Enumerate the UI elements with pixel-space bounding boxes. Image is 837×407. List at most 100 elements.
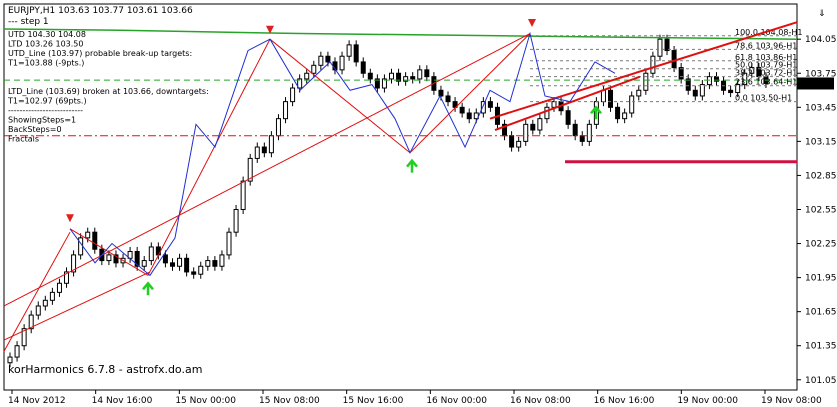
candle-body: [346, 44, 352, 57]
candle-body: [290, 87, 296, 103]
candle-body: [141, 260, 147, 267]
candle-body: [367, 72, 373, 80]
y-tick-label: 101.65: [805, 308, 837, 318]
candle-body: [353, 44, 359, 63]
candle-body: [268, 135, 274, 154]
candle-body: [643, 72, 649, 91]
candle-body: [480, 101, 486, 114]
candle-body: [113, 254, 119, 264]
zigzag-line: [69, 31, 616, 277]
candle-body: [629, 95, 635, 114]
candle-body: [71, 254, 77, 273]
candle-body: [219, 254, 225, 267]
candle-body: [56, 282, 62, 293]
candle-body: [586, 123, 592, 142]
x-tick-label: 14 Nov 2012: [8, 396, 66, 406]
candle-body: [254, 146, 260, 159]
candle-body: [509, 135, 515, 148]
up-arrow-icon: [406, 158, 418, 173]
candle-body: [706, 76, 712, 86]
info-line: ShowingSteps=1: [8, 116, 76, 125]
candle-body: [49, 291, 55, 301]
candle-body: [261, 146, 267, 154]
candle-body: [184, 257, 190, 273]
candle-body: [7, 356, 13, 364]
candle-body: [579, 135, 585, 142]
candle-body: [403, 76, 409, 82]
x-tick-label: 15 Nov 00:00: [175, 396, 236, 406]
x-tick-label: 19 Nov 08:00: [761, 396, 822, 406]
candle-body: [78, 237, 84, 256]
candle-body: [678, 67, 684, 80]
candle-body: [283, 101, 289, 120]
candle-body: [530, 123, 536, 131]
candle-body: [664, 38, 670, 52]
candle-body: [35, 305, 41, 316]
fib-level-label: 38.2 103.72-H1: [735, 69, 797, 78]
candle-body: [459, 106, 465, 114]
candle-body: [92, 231, 98, 250]
candle-body: [297, 78, 303, 89]
info-line: UTD 104.30 104.08: [8, 30, 86, 39]
info-line: T1=102.97 (69pts.): [7, 97, 87, 106]
x-tick-label: 14 Nov 16:00: [92, 396, 153, 406]
candle-body: [155, 246, 161, 256]
current-price-label: 103.66: [801, 79, 833, 89]
x-tick-label: 16 Nov 00:00: [426, 396, 487, 406]
down-arrow-icon: [66, 214, 74, 223]
candle-body: [742, 72, 748, 86]
candle-body: [162, 254, 168, 264]
candle-body: [275, 118, 281, 137]
y-tick-label: 104.05: [805, 35, 837, 45]
candle-body: [516, 140, 522, 148]
candle-body: [600, 89, 606, 103]
info-line: LTD_Line (103.69) broken at 103.66, down…: [8, 87, 209, 96]
fib-level-label: 78.6 103.96-H1: [735, 41, 797, 50]
candle-body: [636, 89, 642, 97]
candle-body: [671, 50, 677, 69]
candle-body: [728, 89, 734, 94]
candle-body: [615, 106, 621, 120]
y-tick-label: 103.45: [805, 103, 837, 113]
candle-body: [360, 61, 366, 74]
down-arrow-icon: [266, 25, 274, 34]
candle-body: [134, 250, 140, 267]
utd-line: [489, 21, 798, 120]
trend-line: [3, 271, 151, 341]
candle-body: [205, 260, 211, 267]
corner-marker: ⇓: [818, 9, 826, 19]
candle-body: [226, 231, 232, 256]
y-tick-label: 102.55: [805, 205, 837, 215]
candle-body: [424, 69, 430, 78]
candle-body: [198, 265, 204, 275]
y-tick-label: 103.75: [805, 69, 837, 79]
plot-frame: [3, 3, 798, 391]
candle-body: [304, 72, 310, 80]
candle-body: [622, 112, 628, 120]
current-price-box: [797, 77, 834, 90]
footer-text: korHarmonics 6.7.8 - astrofx.do.am: [8, 363, 202, 376]
candle-body: [445, 95, 451, 103]
candle-body: [749, 67, 755, 74]
candle-body: [148, 246, 154, 262]
info-line: Fractals: [8, 135, 39, 144]
info-line: LTD 103.26 103.50: [8, 40, 83, 49]
candle-body: [311, 64, 317, 74]
y-tick-label: 101.95: [805, 274, 837, 284]
x-tick-label: 19 Nov 00:00: [677, 396, 738, 406]
candle-body: [417, 69, 423, 80]
y-tick-label: 102.25: [805, 240, 837, 250]
step-header: --- step 1: [8, 17, 49, 27]
candle-body: [699, 84, 705, 97]
candle-body: [64, 271, 70, 284]
candle-body: [191, 271, 197, 275]
candle-body: [339, 55, 345, 71]
candle-body: [233, 208, 239, 233]
candle-body: [42, 299, 48, 307]
candle-body: [14, 345, 20, 358]
fib-level-label: 61.8 103.86-H1: [735, 53, 797, 62]
candle-body: [551, 101, 557, 108]
candle-body: [410, 76, 416, 80]
